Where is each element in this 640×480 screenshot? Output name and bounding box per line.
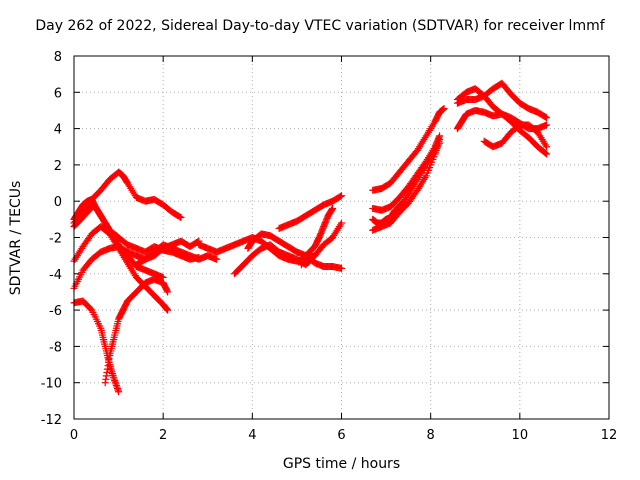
x-tick-label: 6 (337, 428, 345, 443)
series-group (369, 132, 444, 214)
y-tick-label: 4 (54, 123, 62, 138)
data-point (543, 114, 551, 122)
data-point (543, 121, 551, 129)
y-tick-label: -12 (41, 413, 62, 428)
data-point (176, 213, 184, 221)
y-tick-label: -2 (49, 232, 62, 247)
data-point (436, 132, 444, 140)
x-axis-label: GPS time / hours (282, 456, 401, 472)
data-point (541, 113, 549, 121)
data-point (541, 149, 549, 157)
series-group (101, 275, 172, 387)
data-point (164, 288, 172, 296)
data-point (543, 150, 551, 158)
y-tick-label: 0 (54, 195, 62, 210)
series-group (275, 192, 345, 232)
x-tick-label: 12 (601, 428, 618, 443)
series-group (132, 241, 221, 269)
y-tick-label: 6 (54, 86, 62, 101)
data-point (213, 255, 221, 263)
y-tick-label: -6 (49, 304, 62, 319)
data-point (440, 105, 448, 113)
series-group (244, 230, 345, 272)
data-point (115, 388, 123, 396)
data-point (177, 214, 185, 222)
data-point (164, 306, 172, 314)
data-point (338, 219, 345, 227)
y-tick-label: -10 (41, 377, 62, 392)
data-point (543, 143, 551, 151)
data-point (336, 192, 344, 200)
grid-lines (74, 56, 609, 419)
x-tick-label: 4 (248, 428, 256, 443)
series-group (480, 121, 551, 151)
axis-ticks: 0 2 4 6 8 10 12 -12 -10 -8 -6 -4 -2 0 2 4 6 8 (41, 50, 618, 443)
data-point (338, 264, 345, 272)
series-group (453, 85, 551, 158)
y-tick-label: 8 (54, 50, 62, 65)
x-tick-label: 0 (70, 428, 78, 443)
data-point (338, 192, 345, 200)
x-tick-label: 2 (159, 428, 167, 443)
series-group (297, 204, 337, 269)
data-points (70, 79, 551, 396)
y-tick-label: 2 (54, 159, 62, 174)
x-tick-label: 10 (512, 428, 529, 443)
y-tick-label: -4 (49, 268, 62, 283)
data-point (329, 204, 337, 212)
plot-frame (73, 55, 610, 420)
y-tick-label: -8 (49, 340, 62, 355)
series-group (369, 105, 448, 194)
x-tick-label: 8 (427, 428, 435, 443)
chart-title: Day 262 of 2022, Sidereal Day-to-day VTE… (35, 18, 605, 34)
